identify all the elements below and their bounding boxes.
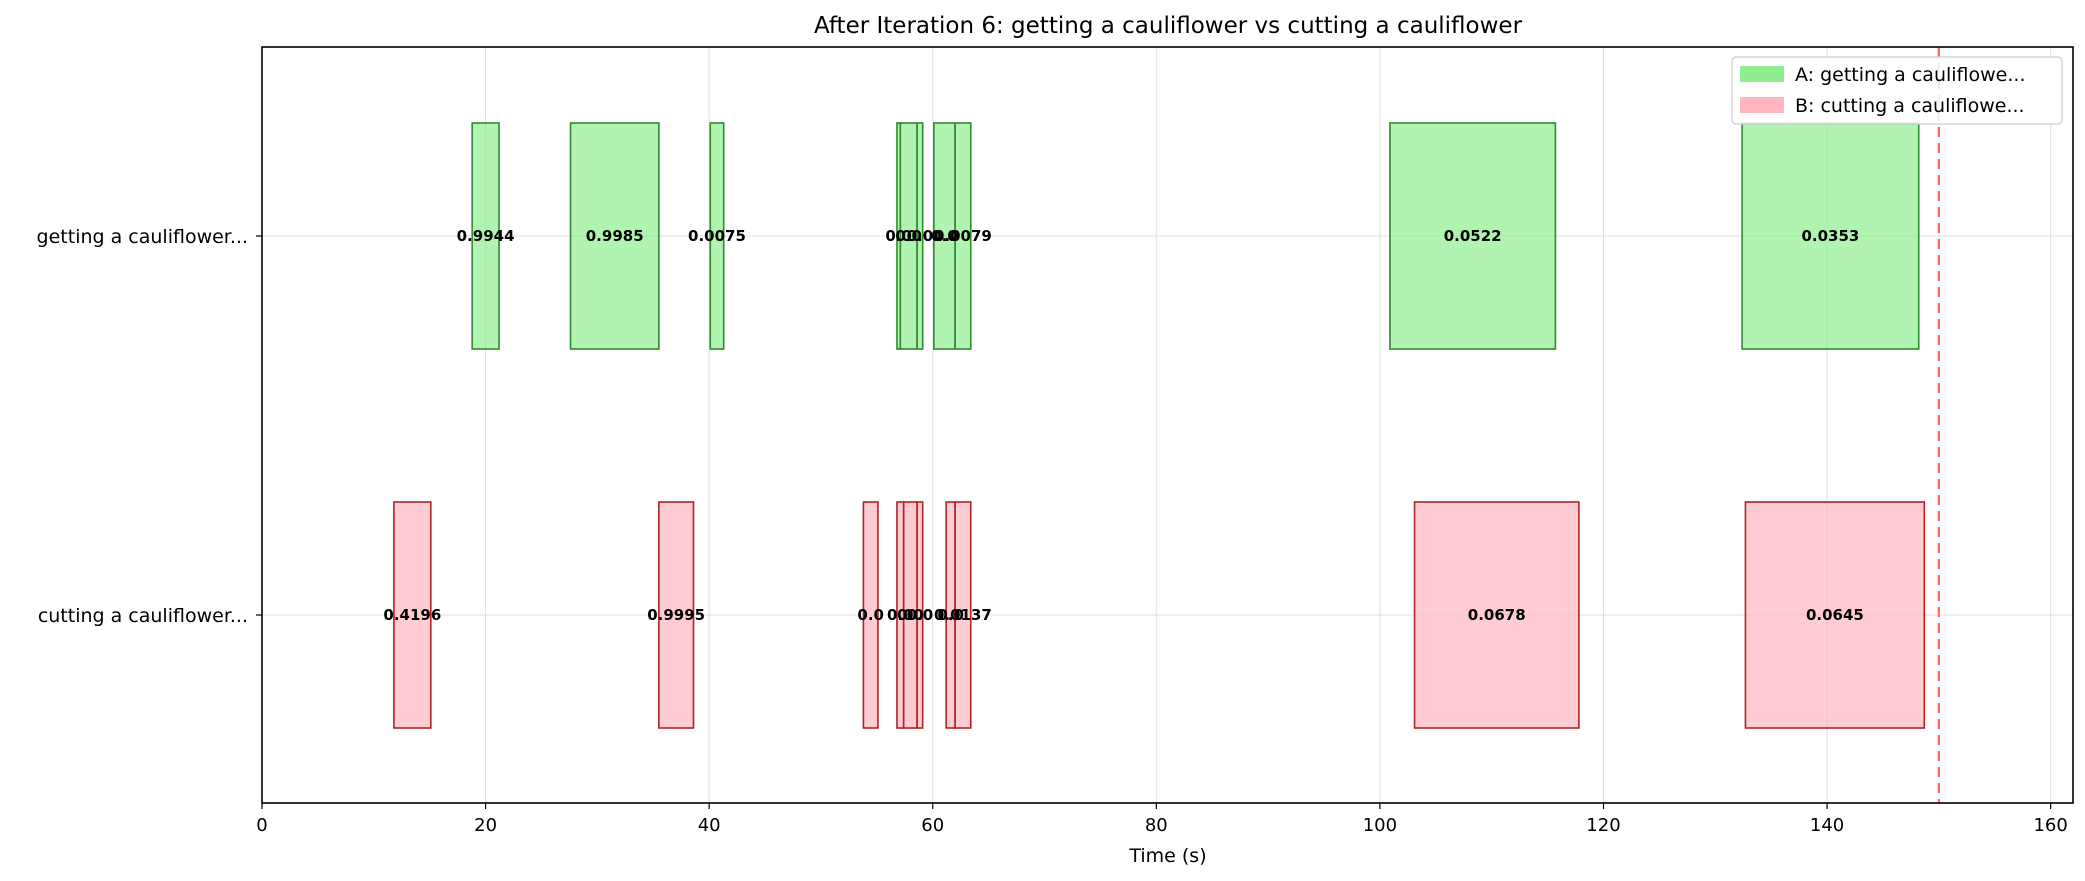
segment-value-label: 0.0 — [907, 227, 934, 245]
x-tick-label: 120 — [1586, 815, 1620, 836]
segment-bar — [569, 122, 660, 350]
segment-value-label: 0.0 — [857, 606, 884, 624]
x-tick-label: 60 — [921, 815, 944, 836]
segment-bar — [916, 501, 924, 729]
segment-value-label: 0.0 — [897, 606, 924, 624]
segment-value-label: 0.0 — [885, 227, 912, 245]
segment-value-label: 0.9985 — [586, 227, 644, 245]
segment-value-label: 0.0137 — [934, 606, 992, 624]
segment-value-label: 0.0 — [895, 227, 922, 245]
segment-bar — [1741, 122, 1920, 350]
x-axis-title: Time (s) — [1128, 845, 1206, 867]
x-tick-label: 140 — [1810, 815, 1844, 836]
y-axis-ticks: getting a cauliflower... cutting a caulif… — [37, 226, 262, 627]
segment-bar — [1744, 501, 1926, 729]
plot-frame — [261, 46, 2074, 804]
bar-labels: 0.9944 0.9985 0.0075 0.00.00.00.00.0079 0.05… — [383, 227, 1863, 624]
segment-value-label: 0.0645 — [1806, 606, 1864, 624]
segment-value-label: 0.0 — [907, 606, 934, 624]
segment-bar — [1413, 501, 1580, 729]
segment-bar — [862, 501, 879, 729]
segment-bar — [954, 122, 972, 350]
segment-value-label: 0.9995 — [647, 606, 705, 624]
segment-value-label: 0.0522 — [1444, 227, 1502, 245]
segment-value-label: 0.0 — [887, 606, 914, 624]
x-tick-label: 80 — [1145, 815, 1168, 836]
x-tick-label: 100 — [1363, 815, 1397, 836]
segment-value-label: 0.4196 — [383, 606, 441, 624]
segment-bar — [954, 501, 972, 729]
x-tick-label: 0 — [256, 815, 267, 836]
x-tick-label: 40 — [698, 815, 721, 836]
legend-frame — [1731, 56, 2063, 125]
x-tick-label: 160 — [2033, 815, 2067, 836]
legend-swatch-b — [1740, 97, 1784, 113]
segment-bar — [1389, 122, 1557, 350]
x-tick-label: 20 — [474, 815, 497, 836]
y-tick-label: getting a cauliflower... — [37, 226, 248, 248]
segment-value-label: 0.0678 — [1468, 606, 1526, 624]
segment-value-label: 0.9944 — [457, 227, 515, 245]
y-tick-label: cutting a cauliflower... — [38, 605, 248, 627]
segment-bar — [709, 122, 725, 350]
chart-title: After Iteration 6: getting a cauliflower… — [814, 13, 1523, 39]
legend-label-a: A: getting a cauliflowe... — [1795, 64, 2026, 86]
legend-label-b: B: cutting a cauliflowe... — [1795, 95, 2025, 117]
segment-value-label: 0.0079 — [934, 227, 992, 245]
segment-value-label: 0.0 — [931, 227, 958, 245]
segment-value-label: 0.0 — [937, 606, 964, 624]
bars — [393, 122, 1926, 729]
segment-bar — [471, 122, 500, 350]
legend: A: getting a cauliflowe... B: cutting a … — [1731, 56, 2063, 125]
segment-value-label: 0.0075 — [688, 227, 746, 245]
segment-bar — [916, 122, 924, 350]
legend-swatch-a — [1740, 66, 1784, 82]
segment-bar — [393, 501, 432, 729]
x-axis-ticks: 0 20 40 60 80 100 120 140 160 — [256, 803, 2068, 836]
segment-bar — [658, 501, 695, 729]
segment-value-label: 0.0353 — [1801, 227, 1859, 245]
